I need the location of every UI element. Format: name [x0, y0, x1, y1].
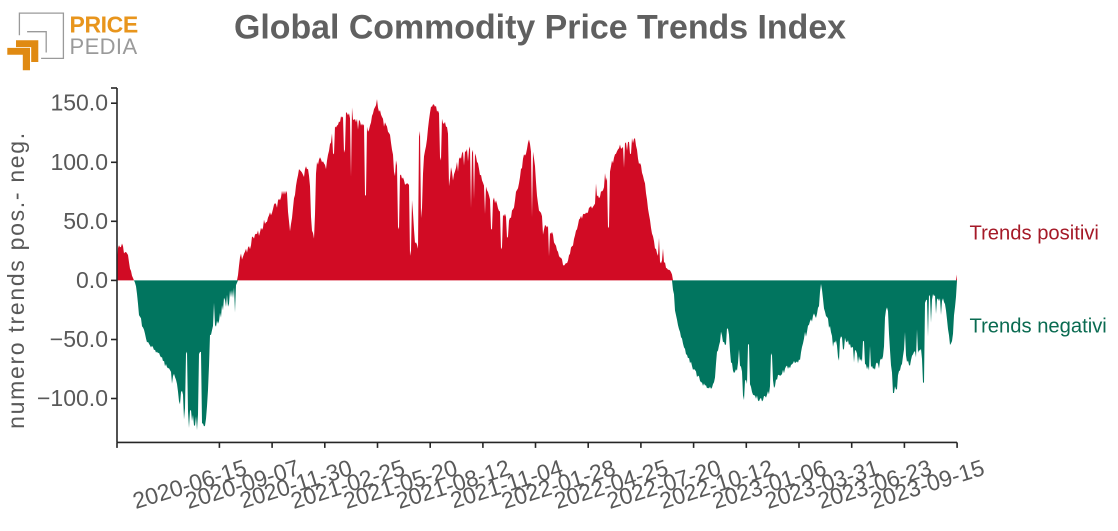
svg-text:−100.0: −100.0	[37, 385, 108, 411]
svg-text:PRICE: PRICE	[70, 12, 138, 38]
svg-text:Global Commodity Price Trends: Global Commodity Price Trends Index	[234, 9, 846, 47]
svg-text:50.0: 50.0	[63, 208, 108, 234]
svg-text:numero trends pos.- neg.: numero trends pos.- neg.	[3, 131, 29, 429]
svg-text:−50.0: −50.0	[50, 326, 108, 352]
svg-text:0.0: 0.0	[76, 267, 108, 293]
svg-text:Trends negativi: Trends negativi	[970, 316, 1107, 338]
svg-text:150.0: 150.0	[50, 90, 108, 116]
svg-text:100.0: 100.0	[50, 149, 108, 175]
svg-text:PEDIA: PEDIA	[70, 34, 138, 59]
svg-text:Trends positivi: Trends positivi	[970, 223, 1099, 245]
